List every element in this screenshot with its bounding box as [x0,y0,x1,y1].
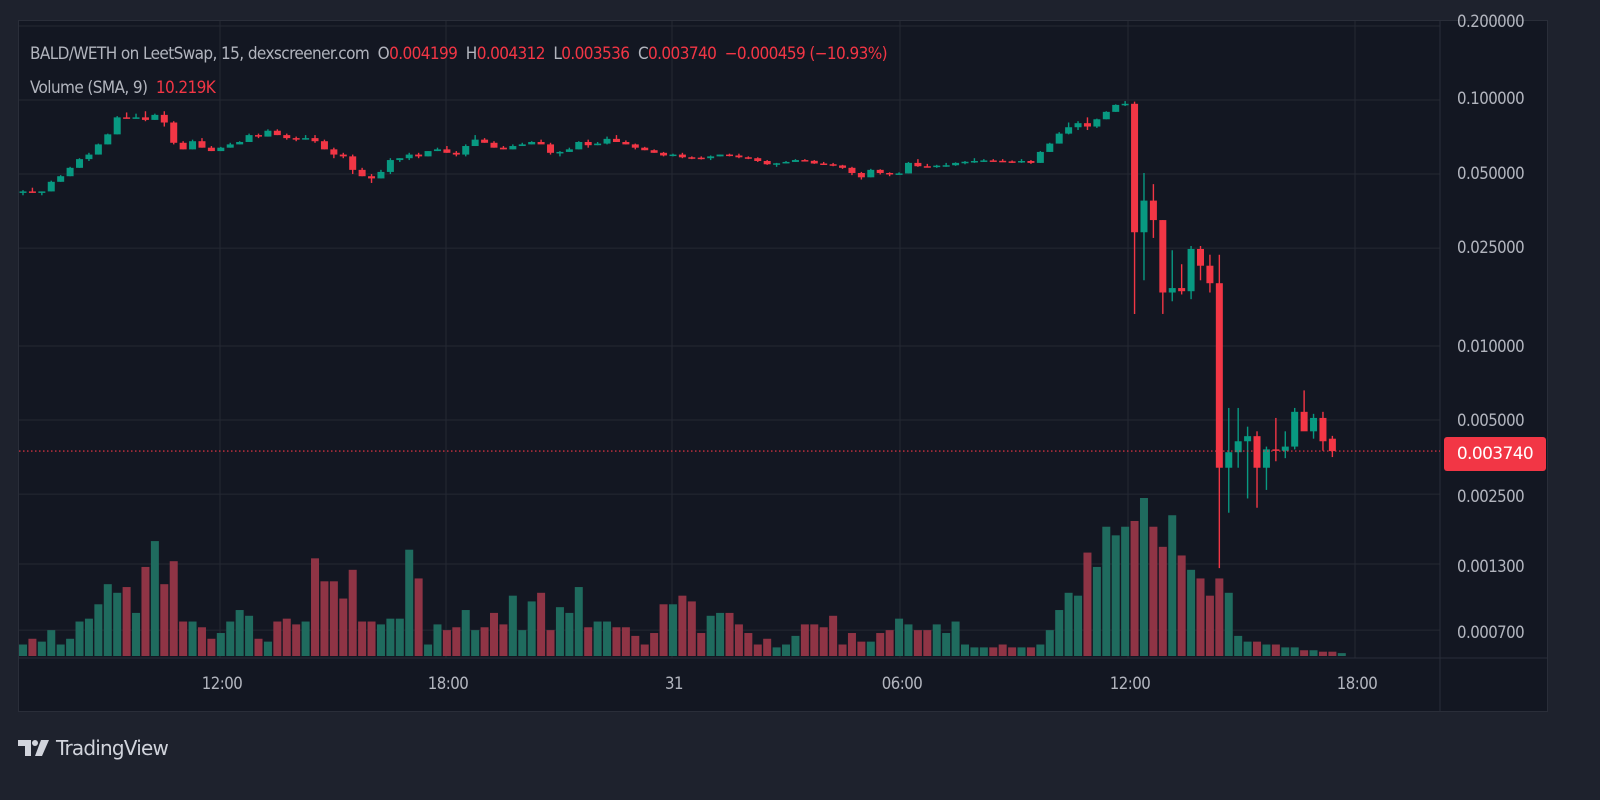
tradingview-icon [18,740,49,756]
volume-label: Volume (SMA, 9) [30,78,148,98]
time-tick: 18:00 [1336,674,1378,694]
price-tick: 0.200000 [1457,12,1525,32]
time-tick: 12:00 [1109,674,1151,694]
time-tick: 06:00 [881,674,923,694]
volume-legend: Volume (SMA, 9) 10.219K [30,78,216,98]
time-tick: 31 [665,674,684,694]
price-tick: 0.000700 [1457,623,1525,643]
low-value: 0.003536 [561,44,630,64]
symbol-title: BALD/WETH on LeetSwap, 15, dexscreener.c… [30,44,370,64]
price-tick: 0.002500 [1457,487,1525,507]
high-label: H [465,44,478,64]
price-tick: 0.005000 [1457,411,1525,431]
price-tick: 0.050000 [1457,164,1525,184]
open-label: O [377,44,390,64]
low-label: L [553,44,562,64]
price-tick: 0.025000 [1457,238,1525,258]
current-price-tag: 0.003740 [1444,437,1546,471]
high-value: 0.004312 [476,44,546,64]
time-tick: 12:00 [201,674,243,694]
price-tick: 0.010000 [1457,337,1525,357]
price-tick: 0.001300 [1457,557,1525,577]
close-value: 0.003740 [648,44,717,64]
tradingview-text: TradingView [56,736,169,760]
change-value: −0.000459 (−10.93%) [724,44,888,64]
ohlc-legend: BALD/WETH on LeetSwap, 15, dexscreener.c… [30,44,888,64]
time-tick: 18:00 [427,674,469,694]
close-label: C [637,44,649,64]
open-value: 0.004199 [389,44,458,64]
chart-panel[interactable] [18,20,1548,712]
volume-value: 10.219K [155,78,216,98]
tradingview-logo[interactable]: TradingView [18,736,169,760]
price-tick: 0.100000 [1457,89,1525,109]
